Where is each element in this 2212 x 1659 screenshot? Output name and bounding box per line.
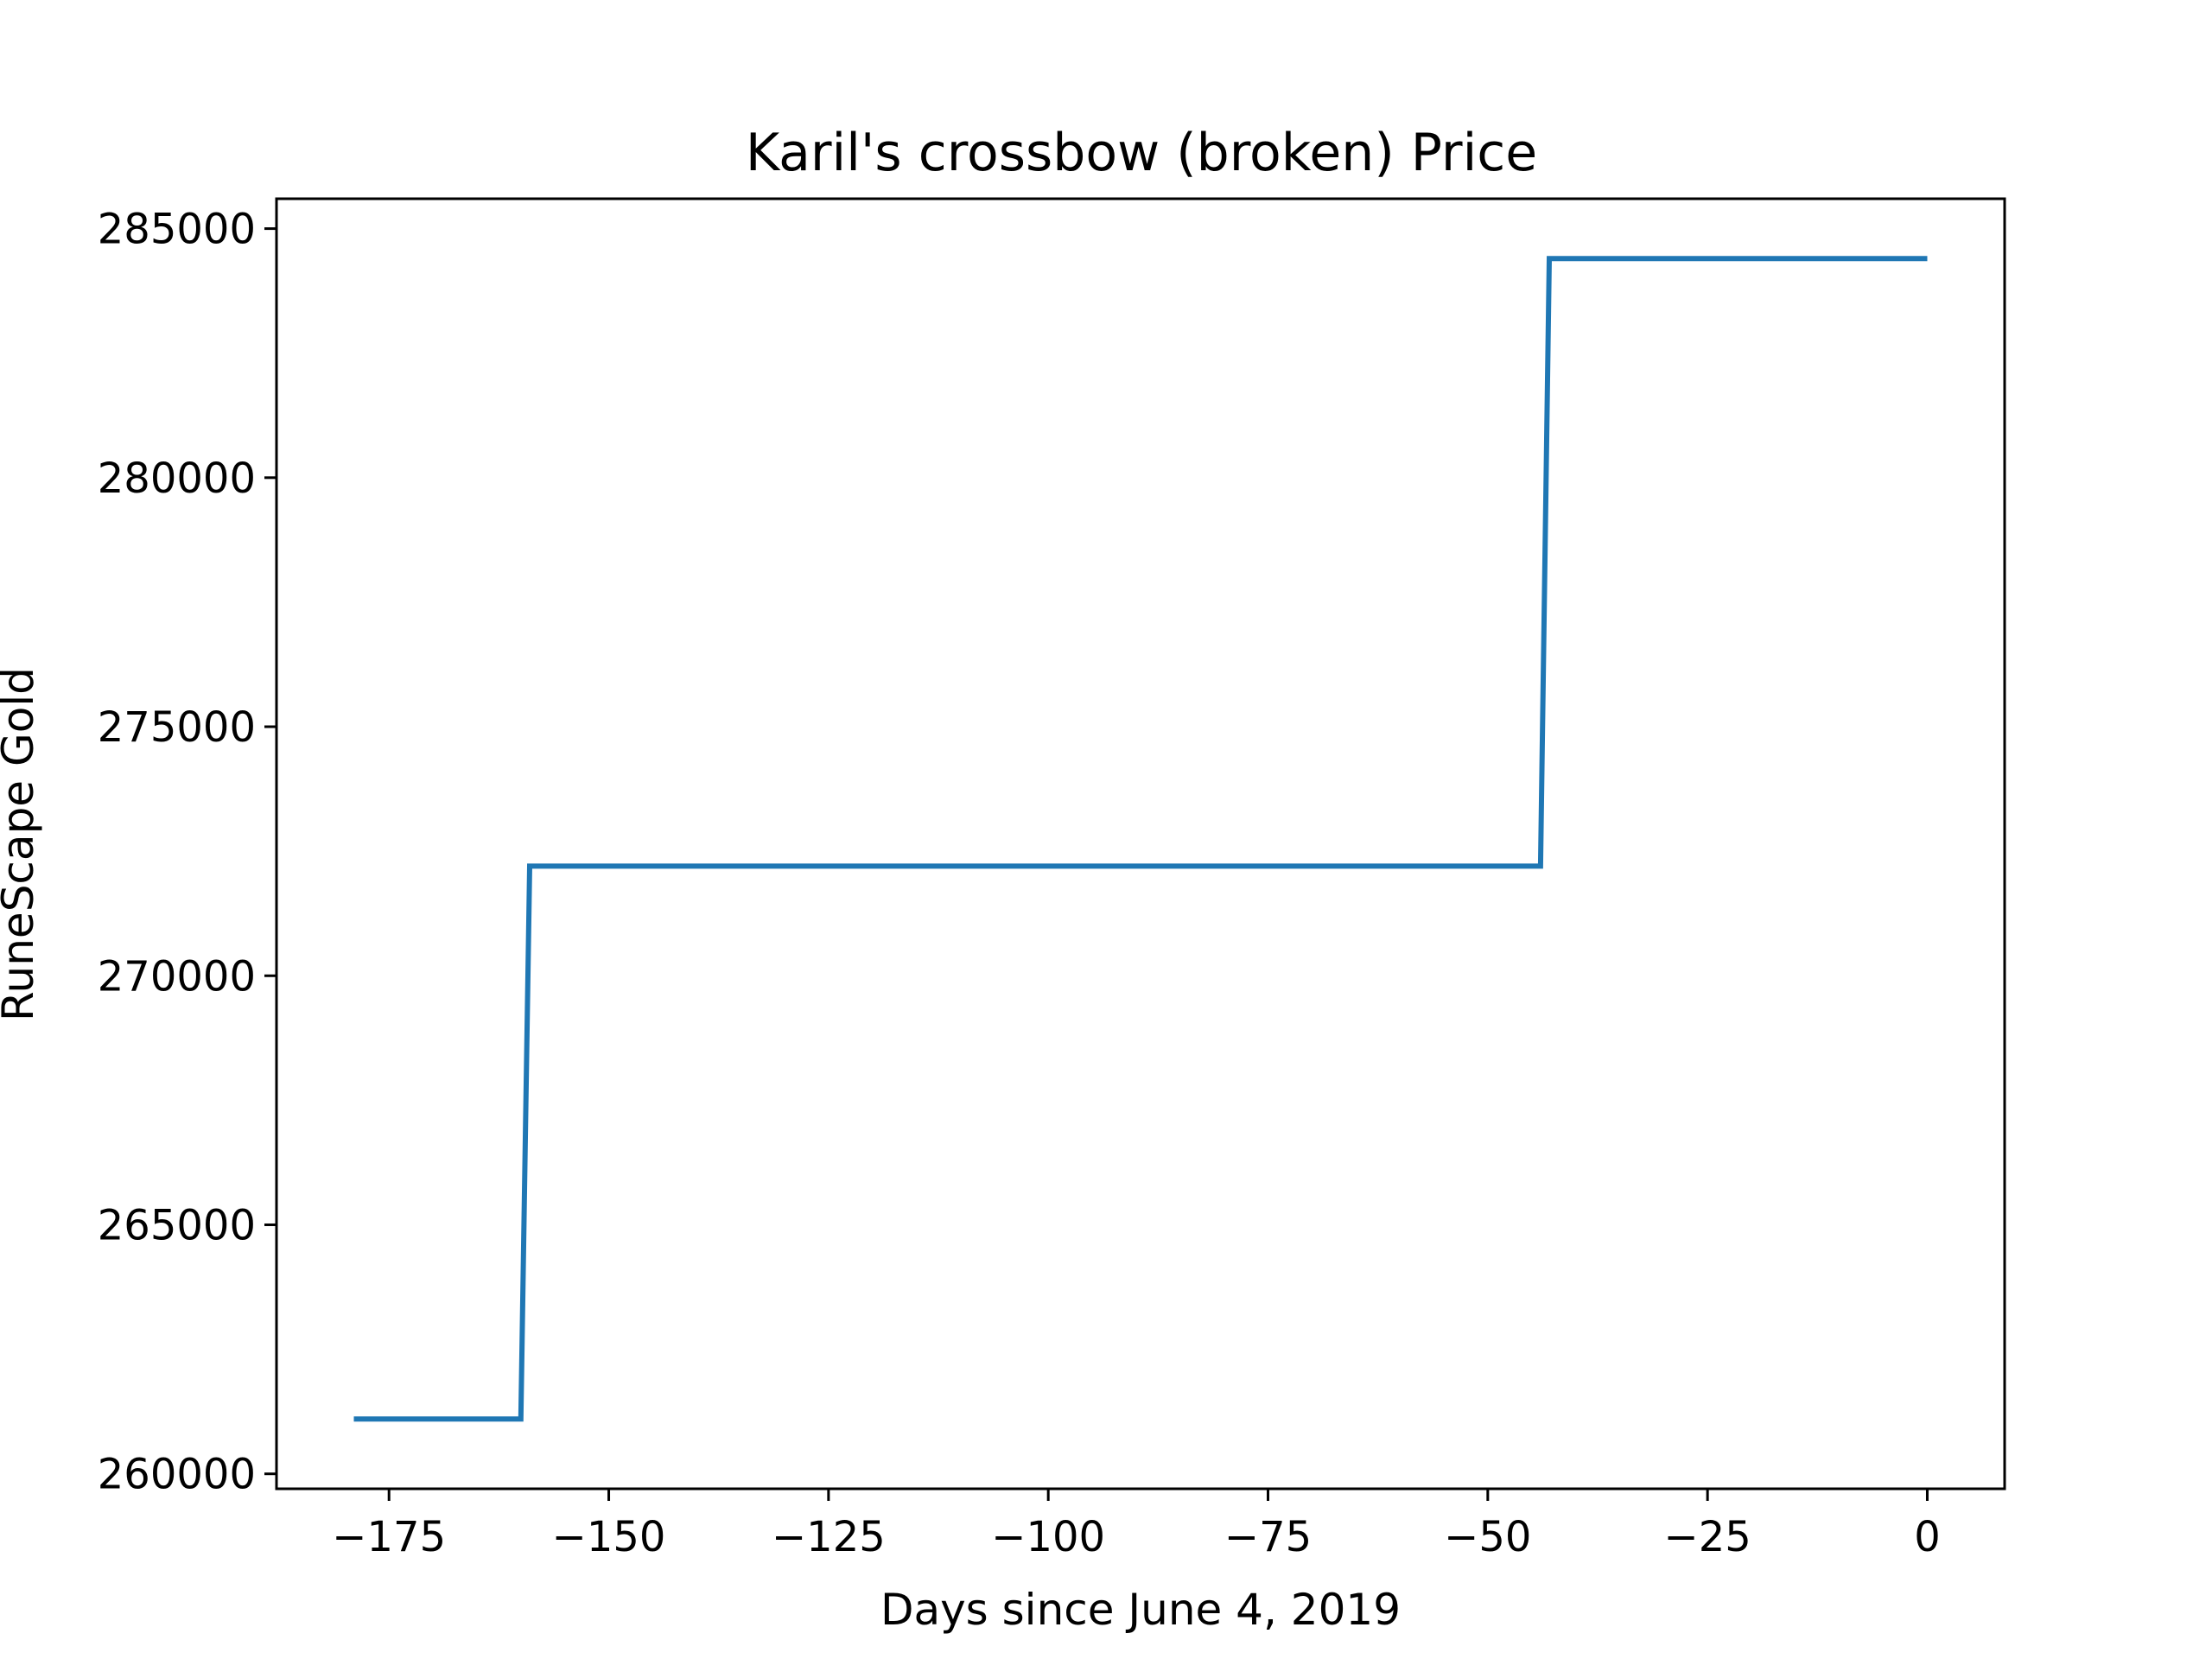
y-tick-label: 260000 bbox=[98, 1451, 256, 1499]
y-tick-label: 280000 bbox=[98, 454, 256, 503]
x-tick-label: 0 bbox=[1914, 1513, 1941, 1561]
x-axis-label: Days since June 4, 2019 bbox=[880, 1585, 1401, 1635]
x-tick-label: −50 bbox=[1444, 1513, 1531, 1561]
x-tick-label: −25 bbox=[1664, 1513, 1751, 1561]
y-tick-label: 275000 bbox=[98, 703, 256, 752]
x-tick-label: −150 bbox=[552, 1513, 666, 1561]
series-line bbox=[353, 256, 1928, 1422]
series-group bbox=[353, 256, 1928, 1422]
chart-title: Karil's crossbow (broken) Price bbox=[746, 123, 1537, 183]
x-tick-label: −125 bbox=[772, 1513, 886, 1561]
x-tick-label: −175 bbox=[332, 1513, 446, 1561]
x-axis-ticks: −175 −150 −125 −100 −75 −50 −25 0 bbox=[332, 1489, 1941, 1561]
y-axis-ticks: 260000 265000 270000 275000 280000 285000 bbox=[98, 206, 276, 1499]
plot-frame bbox=[275, 197, 2006, 1491]
x-tick-label: −75 bbox=[1224, 1513, 1312, 1561]
y-tick-label: 285000 bbox=[98, 206, 256, 254]
x-tick-label: −100 bbox=[991, 1513, 1105, 1561]
y-axis-label: RuneScape Gold bbox=[0, 667, 43, 1021]
y-tick-label: 265000 bbox=[98, 1201, 256, 1249]
y-tick-label: 270000 bbox=[98, 952, 256, 1001]
